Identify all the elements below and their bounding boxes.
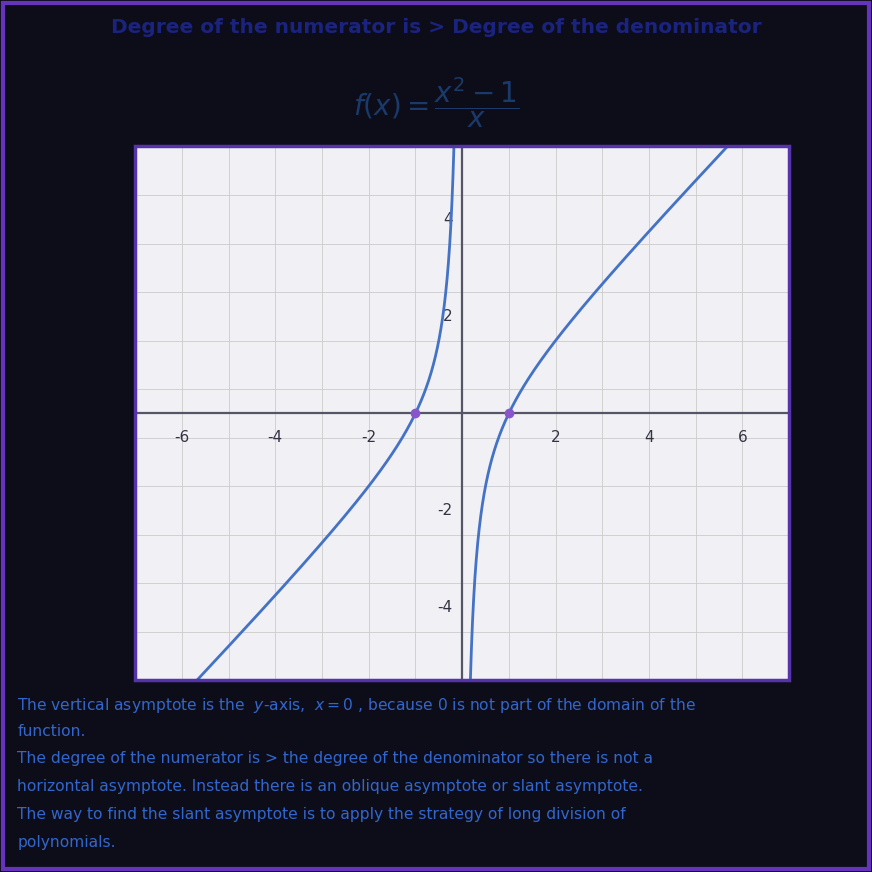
Text: horizontal asymptote. Instead there is an oblique asymptote or slant asymptote.: horizontal asymptote. Instead there is a…	[17, 780, 644, 794]
Text: -2: -2	[438, 503, 453, 518]
Text: -4: -4	[268, 430, 283, 446]
Text: 4: 4	[443, 212, 453, 227]
Text: function.: function.	[17, 724, 85, 739]
Text: The degree of the numerator is > the degree of the denominator so there is not a: The degree of the numerator is > the deg…	[17, 752, 653, 766]
Text: The way to find the slant asymptote is to apply the strategy of long division of: The way to find the slant asymptote is t…	[17, 807, 626, 822]
Text: 2: 2	[443, 309, 453, 324]
Text: 2: 2	[551, 430, 561, 446]
Text: 6: 6	[738, 430, 747, 446]
Text: $f(x) = \dfrac{x^2 - 1}{x}$: $f(x) = \dfrac{x^2 - 1}{x}$	[353, 76, 519, 130]
Text: 4: 4	[644, 430, 654, 446]
Text: -4: -4	[438, 600, 453, 615]
Text: -6: -6	[174, 430, 189, 446]
Text: polynomials.: polynomials.	[17, 835, 116, 849]
Text: Degree of the numerator is > Degree of the denominator: Degree of the numerator is > Degree of t…	[111, 18, 761, 37]
Text: The vertical asymptote is the  $y$-axis,  $x = 0$ , because 0 is not part of the: The vertical asymptote is the $y$-axis, …	[17, 696, 696, 715]
Text: -2: -2	[361, 430, 377, 446]
